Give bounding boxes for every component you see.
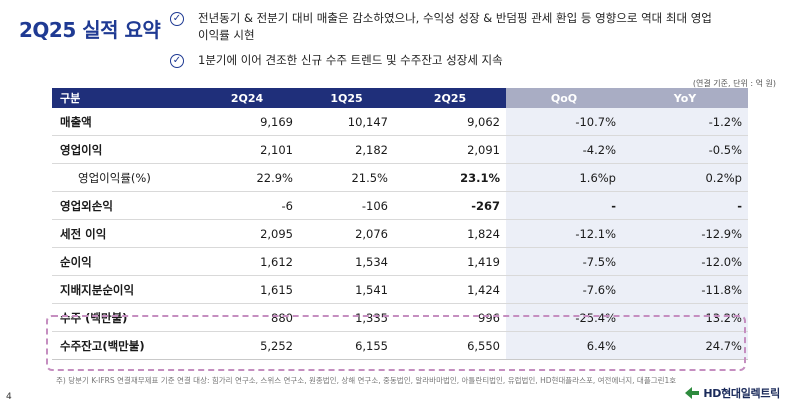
row-label: 영업이익 bbox=[52, 135, 195, 164]
cell-1q25: 1,541 bbox=[299, 275, 394, 304]
orders-highlight-box bbox=[46, 315, 746, 371]
cell-2q24: 9,169 bbox=[195, 108, 299, 136]
cell-1q25: 6,155 bbox=[299, 331, 394, 360]
cell-1q25: 2,076 bbox=[299, 219, 394, 248]
cell-yoy: 0.2%p bbox=[622, 163, 748, 192]
cell-qoq: -25.4% bbox=[506, 303, 622, 332]
table-row: 영업이익률(%) 22.9% 21.5% 23.1% 1.6%p 0.2%p bbox=[52, 163, 748, 192]
cell-2q25: 1,424 bbox=[394, 275, 506, 304]
cell-yoy: -1.2% bbox=[622, 108, 748, 136]
company-logo: HD현대일렉트릭 bbox=[685, 385, 780, 401]
summary-bullet-2: ✓ 1분기에 이어 견조한 신규 수주 트렌드 및 수주잔고 성장세 지속 bbox=[170, 52, 503, 69]
cell-yoy: - bbox=[622, 191, 748, 220]
row-label: 매출액 bbox=[52, 108, 195, 136]
table-row: 영업이익 2,101 2,182 2,091 -4.2% -0.5% bbox=[52, 135, 748, 164]
cell-qoq: -7.6% bbox=[506, 275, 622, 304]
table-row: 지배지분순이익 1,615 1,541 1,424 -7.6% -11.8% bbox=[52, 275, 748, 304]
cell-yoy: -11.8% bbox=[622, 275, 748, 304]
table-row: 매출액 9,169 10,147 9,062 -10.7% -1.2% bbox=[52, 108, 748, 136]
cell-1q25: 10,147 bbox=[299, 108, 394, 136]
cell-2q25: 996 bbox=[394, 303, 506, 332]
header-2q25: 2Q25 bbox=[394, 88, 506, 108]
footnote: 주) 당분기 K-IFRS 연결재무제표 기준 연결 대상: 힘가리 연구소, … bbox=[56, 376, 677, 385]
cell-yoy: 13.2% bbox=[622, 303, 748, 332]
cell-qoq: 6.4% bbox=[506, 331, 622, 360]
cell-2q24: 2,101 bbox=[195, 135, 299, 164]
page-number: 4 bbox=[6, 392, 12, 402]
cell-2q25: 1,419 bbox=[394, 247, 506, 276]
header-2q24: 2Q24 bbox=[195, 88, 299, 108]
cell-1q25: 2,182 bbox=[299, 135, 394, 164]
table-row: 세전 이익 2,095 2,076 1,824 -12.1% -12.9% bbox=[52, 219, 748, 248]
row-label: 영업이익률(%) bbox=[52, 163, 195, 192]
cell-1q25: 1,534 bbox=[299, 247, 394, 276]
table-row: 수주 (백만불) 880 1,335 996 -25.4% 13.2% bbox=[52, 303, 748, 332]
row-label: 지배지분순이익 bbox=[52, 275, 195, 304]
row-label: 수주잔고(백만불) bbox=[52, 331, 195, 360]
cell-2q24: 1,615 bbox=[195, 275, 299, 304]
header-1q25: 1Q25 bbox=[299, 88, 394, 108]
table-row: 순이익 1,612 1,534 1,419 -7.5% -12.0% bbox=[52, 247, 748, 276]
check-circle-icon: ✓ bbox=[170, 12, 184, 26]
row-label: 수주 (백만불) bbox=[52, 303, 195, 332]
table-header-row: 구분 2Q24 1Q25 2Q25 QoQ YoY bbox=[52, 88, 748, 108]
cell-qoq: -7.5% bbox=[506, 247, 622, 276]
cell-qoq: -4.2% bbox=[506, 135, 622, 164]
cell-1q25: 21.5% bbox=[299, 163, 394, 192]
cell-2q24: -6 bbox=[195, 191, 299, 220]
row-label: 세전 이익 bbox=[52, 219, 195, 248]
cell-1q25: -106 bbox=[299, 191, 394, 220]
header-category: 구분 bbox=[52, 88, 195, 108]
cell-qoq: - bbox=[506, 191, 622, 220]
cell-2q24: 5,252 bbox=[195, 331, 299, 360]
table-row: 수주잔고(백만불) 5,252 6,155 6,550 6.4% 24.7% bbox=[52, 331, 748, 360]
cell-yoy: -12.0% bbox=[622, 247, 748, 276]
table-row: 영업외손익 -6 -106 -267 - - bbox=[52, 191, 748, 220]
page-title: 2Q25 실적 요약 bbox=[19, 18, 161, 42]
logo-text: HD현대일렉트릭 bbox=[703, 387, 780, 400]
results-table: 구분 2Q24 1Q25 2Q25 QoQ YoY 매출액 9,169 10,1… bbox=[52, 88, 748, 360]
cell-2q24: 1,612 bbox=[195, 247, 299, 276]
cell-2q25: 2,091 bbox=[394, 135, 506, 164]
cell-2q24: 2,095 bbox=[195, 219, 299, 248]
cell-yoy: -12.9% bbox=[622, 219, 748, 248]
cell-qoq: 1.6%p bbox=[506, 163, 622, 192]
cell-2q25: 23.1% bbox=[394, 163, 506, 192]
cell-1q25: 1,335 bbox=[299, 303, 394, 332]
cell-2q25: 9,062 bbox=[394, 108, 506, 136]
cell-2q25: -267 bbox=[394, 191, 506, 220]
cell-2q25: 1,824 bbox=[394, 219, 506, 248]
cell-2q24: 880 bbox=[195, 303, 299, 332]
row-label: 영업외손익 bbox=[52, 191, 195, 220]
bullet-text: 1분기에 이어 견조한 신규 수주 트렌드 및 수주잔고 성장세 지속 bbox=[198, 53, 503, 67]
header-yoy: YoY bbox=[622, 88, 748, 108]
header-qoq: QoQ bbox=[506, 88, 622, 108]
cell-2q24: 22.9% bbox=[195, 163, 299, 192]
hd-logo-icon bbox=[685, 387, 700, 399]
cell-qoq: -12.1% bbox=[506, 219, 622, 248]
cell-yoy: 24.7% bbox=[622, 331, 748, 360]
summary-bullet-1: ✓ 전년동기 & 전분기 대비 매출은 감소하였으나, 수익성 성장 & 반덤핑… bbox=[170, 10, 718, 44]
unit-note: (연결 기준, 단위 : 억 원) bbox=[692, 79, 776, 88]
cell-qoq: -10.7% bbox=[506, 108, 622, 136]
cell-yoy: -0.5% bbox=[622, 135, 748, 164]
row-label: 순이익 bbox=[52, 247, 195, 276]
check-circle-icon: ✓ bbox=[170, 54, 184, 68]
bullet-text: 전년동기 & 전분기 대비 매출은 감소하였으나, 수익성 성장 & 반덤핑 관… bbox=[198, 11, 712, 42]
cell-2q25: 6,550 bbox=[394, 331, 506, 360]
